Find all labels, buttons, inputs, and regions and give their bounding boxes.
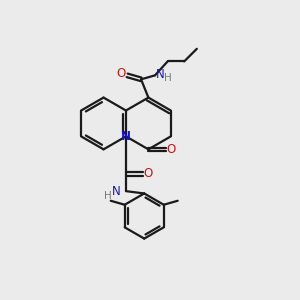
- Text: H: H: [104, 191, 112, 201]
- Text: N: N: [156, 68, 165, 80]
- Text: O: O: [144, 167, 153, 180]
- Text: N: N: [112, 185, 120, 198]
- Text: H: H: [164, 73, 172, 83]
- Text: N: N: [121, 130, 131, 143]
- Text: O: O: [167, 143, 176, 156]
- Text: O: O: [117, 67, 126, 80]
